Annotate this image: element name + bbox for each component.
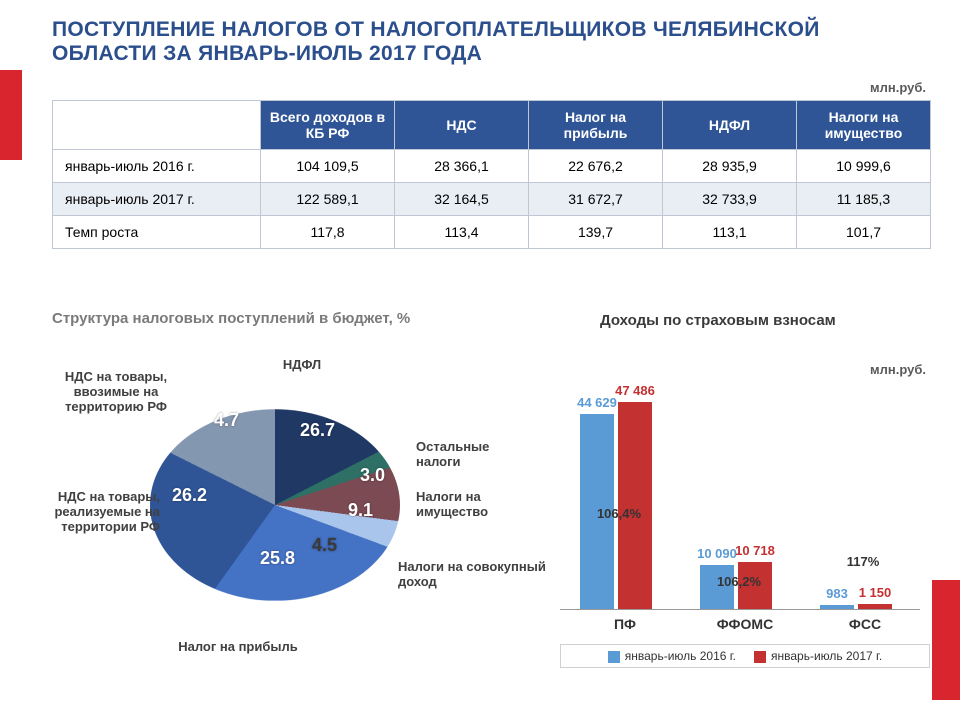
pie-slice-label: Налог на прибыль [158,640,318,655]
tax-table: Всего доходов в КБ РФ НДС Налог на прибы… [52,100,931,249]
cell: 31 672,7 [529,183,663,216]
row-label: Темп роста [53,216,261,249]
bar [618,402,652,610]
table-row: Темп роста 117,8 113,4 139,7 113,1 101,7 [53,216,931,249]
pie-title: Структура налоговых поступлений в бюджет… [52,310,410,327]
pie-chart: 26.7 3.0 9.1 4.5 25.8 26.2 4.7 [150,380,400,630]
bars-area: 44 62947 486106,4%10 09010 718106,2%9831… [560,380,920,610]
pie-slice-label: НДС на товары, реализуемые на территории… [30,490,160,535]
cell: 122 589,1 [261,183,395,216]
th-3: Налог на прибыль [529,101,663,150]
cell: 139,7 [529,216,663,249]
cell: 28 366,1 [395,150,529,183]
pie-value: 26.7 [300,420,335,441]
bar-growth-label: 117% [828,554,898,569]
title-line-2: ОБЛАСТИ ЗА ЯНВАРЬ-ИЮЛЬ 2017 ГОДА [52,42,482,65]
th-4: НДФЛ [663,101,797,150]
cell: 113,4 [395,216,529,249]
swatch-2017 [754,651,766,663]
pie-value: 4.5 [312,535,337,556]
table-head: Всего доходов в КБ РФ НДС Налог на прибы… [53,101,931,150]
table-row: январь-июль 2017 г. 122 589,1 32 164,5 3… [53,183,931,216]
pie-value: 26.2 [172,485,207,506]
bar-growth-label: 106,2% [704,574,774,589]
legend-label-2016: январь-июль 2016 г. [625,649,736,663]
cell: 32 733,9 [663,183,797,216]
cell: 28 935,9 [663,150,797,183]
bar-legend: январь-июль 2016 г. январь-июль 2017 г. [560,644,930,668]
pie-value: 9.1 [348,500,373,521]
legend-item-2017: январь-июль 2017 г. [754,649,882,663]
th-blank [53,101,261,150]
cell: 104 109,5 [261,150,395,183]
title-line-1: ПОСТУПЛЕНИЕ НАЛОГОВ ОТ НАЛОГОПЛАТЕЛЬЩИКО… [52,18,820,41]
row-label: январь-июль 2017 г. [53,183,261,216]
cell: 11 185,3 [797,183,931,216]
bar-value-label: 47 486 [605,383,665,398]
title-block: ПОСТУПЛЕНИЕ НАЛОГОВ ОТ НАЛОГОПЛАТЕЛЬЩИКО… [52,18,930,66]
pie-slice-label: НДФЛ [262,358,342,373]
pie-slice-label: Остальные налоги [416,440,526,470]
bar-category-label: ФСС [820,616,910,632]
th-2: НДС [395,101,529,150]
bar-value-label: 10 718 [725,543,785,558]
pie-slice-label: Налоги на имущество [416,490,526,520]
cell: 113,1 [663,216,797,249]
left-accent-bar [0,70,22,160]
pie-slice-label: НДС на товары, ввозимые на территорию РФ [56,370,176,415]
th-5: Налоги на имущество [797,101,931,150]
legend-label-2017: январь-июль 2017 г. [771,649,882,663]
unit-label-top: млн.руб. [870,80,926,95]
pie-slice-label: Налоги на совокупный доход [398,560,548,590]
table-row: январь-июль 2016 г. 104 109,5 28 366,1 2… [53,150,931,183]
bar [858,604,892,609]
bar-category-label: ФФОМС [700,616,790,632]
table-body: январь-июль 2016 г. 104 109,5 28 366,1 2… [53,150,931,249]
unit-label-right: млн.руб. [870,362,926,377]
cell: 32 164,5 [395,183,529,216]
row-label: январь-июль 2016 г. [53,150,261,183]
cell: 22 676,2 [529,150,663,183]
cell: 117,8 [261,216,395,249]
swatch-2016 [608,651,620,663]
bar-category-label: ПФ [580,616,670,632]
legend-item-2016: январь-июль 2016 г. [608,649,736,663]
pie-value: 4.7 [214,410,239,431]
pie-value: 25.8 [260,548,295,569]
bar-value-label: 1 150 [845,585,905,600]
page-title: ПОСТУПЛЕНИЕ НАЛОГОВ ОТ НАЛОГОПЛАТЕЛЬЩИКО… [52,18,930,66]
pie-value: 3.0 [360,465,385,486]
bar-chart: 44 62947 486106,4%10 09010 718106,2%9831… [560,380,940,670]
bar-title: Доходы по страховым взносам [600,312,836,329]
bar [820,605,854,609]
cell: 101,7 [797,216,931,249]
bar-growth-label: 106,4% [584,506,654,521]
cell: 10 999,6 [797,150,931,183]
th-1: Всего доходов в КБ РФ [261,101,395,150]
